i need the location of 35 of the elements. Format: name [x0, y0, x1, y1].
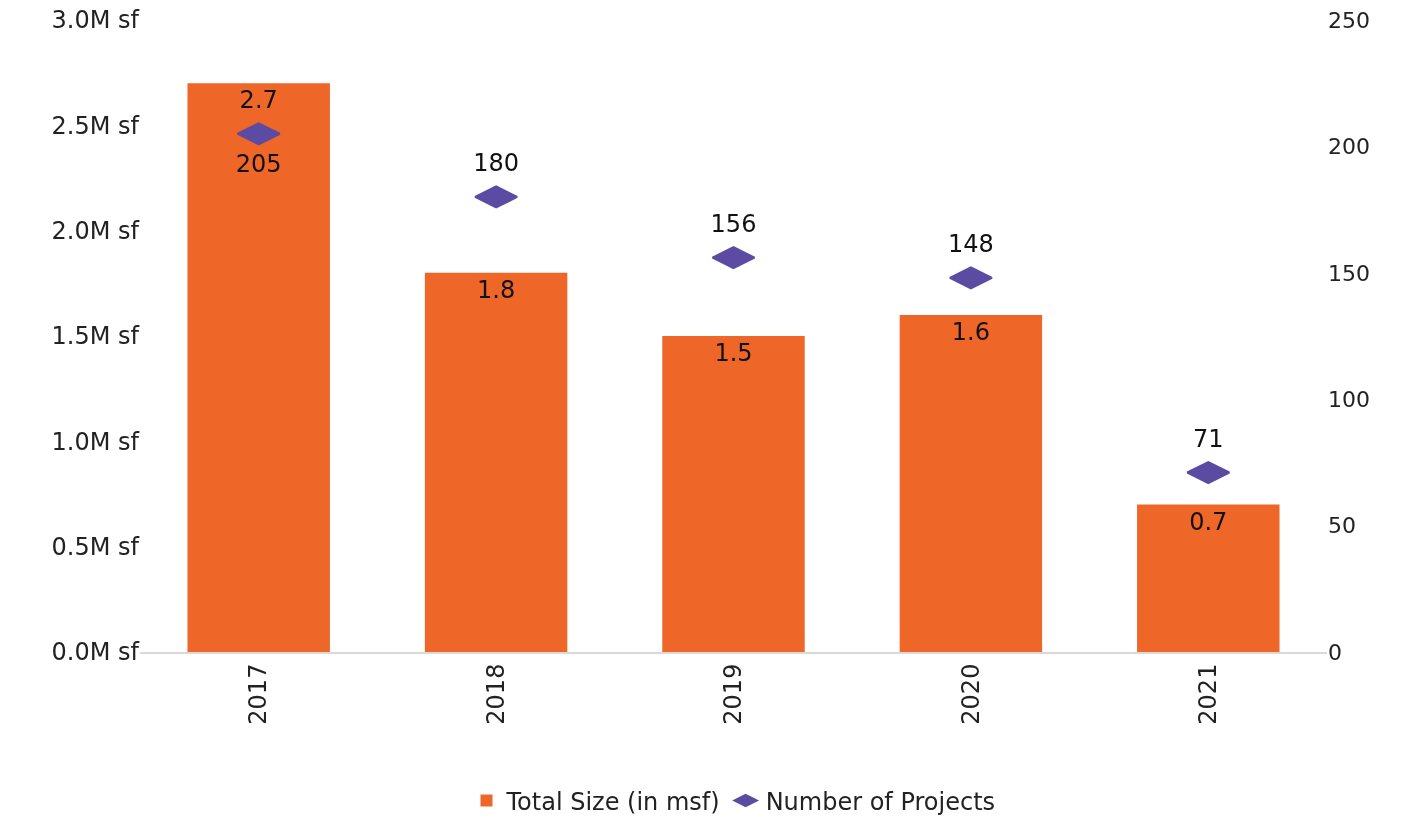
bar: [1137, 504, 1280, 652]
data-label: 180: [473, 149, 520, 178]
bar: [662, 336, 805, 652]
data-label: 0.7: [1189, 507, 1228, 536]
y-tick-label: 3.0M sf: [51, 6, 140, 35]
y-tick-label: 2.5M sf: [51, 111, 140, 140]
y-tick-label: 0.5M sf: [51, 533, 140, 562]
data-label: 1.6: [951, 317, 990, 346]
data-label: 2.7: [239, 86, 278, 115]
data-label: 156: [710, 209, 757, 238]
y-tick-label: 1.5M sf: [51, 322, 140, 351]
x-tick-label: 2017: [244, 663, 273, 725]
y-tick-label: 1.0M sf: [51, 427, 140, 456]
y2-tick-label: 0: [1328, 639, 1342, 665]
bar: [424, 272, 568, 652]
data-label: 1.8: [477, 275, 516, 304]
data-label: 71: [1193, 424, 1224, 453]
data-label: 205: [235, 149, 282, 178]
bar: [899, 314, 1043, 652]
x-tick-label: 2020: [956, 663, 985, 725]
y2-tick-label: 50: [1328, 513, 1356, 539]
data-label: 148: [947, 230, 994, 259]
x-tick-label: 2018: [481, 663, 510, 725]
data-label: 1.5: [714, 339, 753, 367]
bar: [187, 83, 330, 652]
x-tick-label: 2021: [1194, 663, 1223, 725]
legend-label: Total Size (in msf): [505, 787, 720, 816]
y-tick-label: 2.0M sf: [51, 217, 140, 246]
y2-tick-label: 250: [1328, 7, 1370, 33]
y2-tick-label: 100: [1328, 386, 1370, 412]
y-tick-label: 0.0M sf: [51, 638, 140, 667]
legend-label: Number of Projects: [765, 787, 996, 816]
y2-tick-label: 200: [1328, 134, 1370, 160]
y2-tick-label: 150: [1328, 260, 1370, 286]
x-tick-label: 2019: [719, 663, 748, 725]
